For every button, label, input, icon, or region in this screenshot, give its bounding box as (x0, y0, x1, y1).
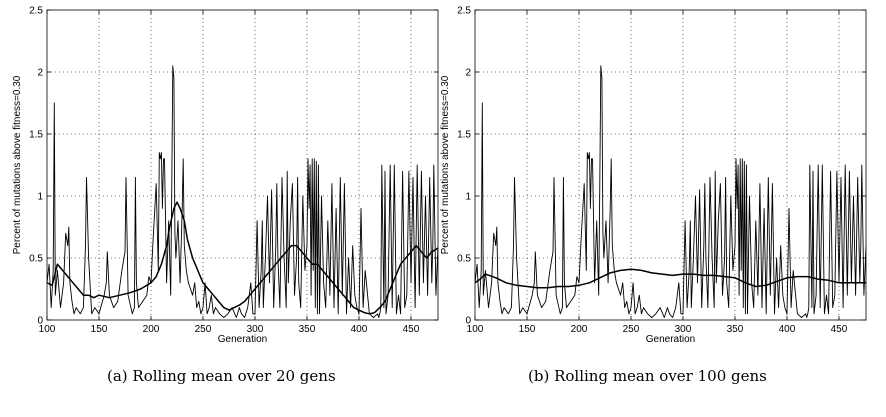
x-tick-label: 100 (39, 324, 56, 335)
series-raw-line (47, 65, 438, 318)
series-rolling-mean-line (47, 201, 438, 315)
series-rolling-mean-line (475, 268, 866, 289)
axes-box (474, 9, 867, 321)
chart-panel-b: 100 150 200 250 300 350 400 450 0 0.5 1 1.5 2 2.5 Gene… (440, 6, 867, 345)
y-tick-label: 1.5 (457, 130, 471, 141)
x-tick-label: 350 (727, 324, 744, 335)
caption-a: (a) Rolling mean over 20 gens (107, 367, 336, 385)
caption-b: (b) Rolling mean over 100 gens (528, 367, 767, 385)
chart-panel-a: 100 150 200 250 300 350 400 450 0 0.5 1 1.5 2 2.5 Gene… (12, 6, 439, 345)
x-axis-label: Generation (646, 334, 695, 345)
x-tick-label: 250 (623, 324, 640, 335)
x-tick-label: 400 (351, 324, 368, 335)
y-axis-label: Percent of mutations above fitness=0.30 (440, 75, 451, 254)
y-tick-label: 0.5 (29, 254, 43, 265)
x-tick-label: 450 (831, 324, 848, 335)
y-tick-label: 0 (465, 316, 471, 327)
x-tick-label: 150 (91, 324, 108, 335)
x-tick-label: 300 (675, 324, 692, 335)
x-tick-label: 300 (247, 324, 264, 335)
y-tick-label: 0 (37, 316, 43, 327)
y-tick-label: 2 (37, 68, 43, 79)
x-tick-label: 200 (143, 324, 160, 335)
x-tick-label: 250 (195, 324, 212, 335)
y-tick-label: 0.5 (457, 254, 471, 265)
y-tick-label: 2 (465, 68, 471, 79)
y-tick-label: 1 (37, 192, 43, 203)
x-tick-label: 200 (571, 324, 588, 335)
x-tick-label: 450 (403, 324, 420, 335)
y-axis-label: Percent of mutations above fitness=0.30 (12, 75, 23, 254)
x-axis-label: Generation (218, 334, 267, 345)
x-tick-label: 150 (519, 324, 536, 335)
series-raw-line (475, 65, 866, 318)
x-tick-label: 400 (779, 324, 796, 335)
x-tick-label: 350 (299, 324, 316, 335)
axes-box (46, 9, 439, 321)
x-tick-label: 100 (467, 324, 484, 335)
y-tick-label: 1.5 (29, 130, 43, 141)
y-tick-label: 1 (465, 192, 471, 203)
y-tick-label: 2.5 (457, 6, 471, 17)
y-tick-label: 2.5 (29, 6, 43, 17)
